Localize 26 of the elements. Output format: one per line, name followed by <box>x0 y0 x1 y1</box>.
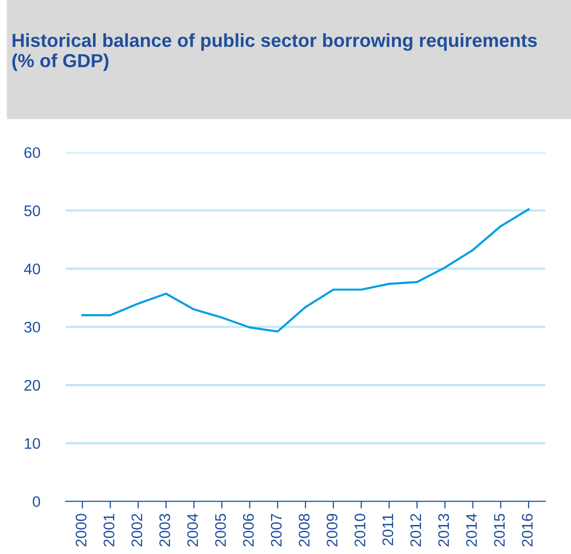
x-tick-label: 2010 <box>354 514 366 546</box>
y-tick-label: 0 <box>32 496 40 508</box>
y-tick-label: 60 <box>24 147 40 158</box>
x-tick-label: 2012 <box>410 514 422 546</box>
x-tick-label: 2007 <box>270 514 282 546</box>
y-tick-label: 30 <box>24 322 40 333</box>
x-tick-label: 2005 <box>215 514 226 546</box>
x-tick-label: 2002 <box>131 514 142 546</box>
y-tick-label: 10 <box>24 438 40 449</box>
x-tick-label: 2003 <box>159 514 170 546</box>
x-tick-label: 2014 <box>466 514 477 546</box>
x-tick-label: 2015 <box>494 514 505 546</box>
x-tick-label: 2001 <box>104 514 114 546</box>
x-tick-label: 2000 <box>76 514 86 546</box>
x-tick-label: 2008 <box>298 514 310 546</box>
x-tick-label: 2006 <box>242 514 254 546</box>
x-tick-label: 2016 <box>522 514 533 546</box>
x-tick-label: 2011 <box>382 514 394 546</box>
line-series <box>81 208 530 333</box>
x-tick-label: 2004 <box>187 514 198 546</box>
y-tick-label: 50 <box>24 205 40 216</box>
y-tick-label: 40 <box>24 264 40 274</box>
chart-title: Historical balance of public sector borrowing requirements (% of GDP) <box>12 33 537 71</box>
x-tick-label: 2009 <box>326 514 338 546</box>
x-tick-label: 2013 <box>438 514 450 546</box>
y-tick-label: 20 <box>24 380 40 391</box>
